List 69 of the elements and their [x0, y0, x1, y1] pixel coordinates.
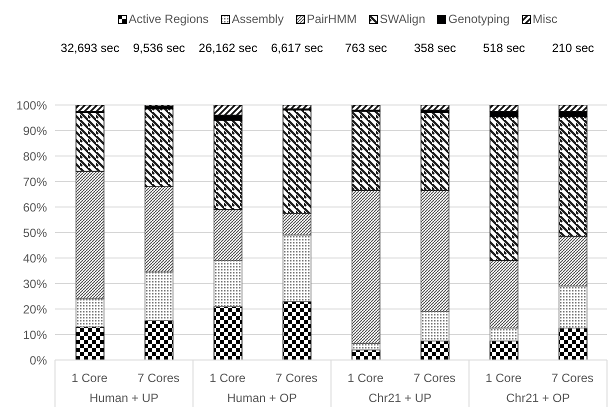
bar — [490, 116, 518, 261]
bar — [490, 105, 518, 112]
text: 210 sec — [552, 41, 594, 55]
x-tick-label: 1 Core — [485, 371, 522, 385]
x-tick-label: 7 Cores — [137, 371, 180, 385]
bar — [214, 105, 242, 116]
bar — [144, 186, 174, 272]
y-tick-label: 30% — [22, 276, 48, 291]
y-tick-label: 0% — [30, 353, 48, 368]
legend-label: SWAlign — [378, 12, 426, 26]
x-tick-label: 1 Core — [71, 371, 108, 385]
text: Human + UP — [89, 391, 159, 405]
x-tick-label: 7 Cores — [275, 371, 318, 385]
bar — [420, 112, 450, 191]
x-tick-label: 7 Cores — [413, 371, 456, 385]
bar — [558, 116, 588, 237]
y-tick-label: 100% — [16, 98, 48, 112]
bar — [420, 105, 450, 110]
text: 518 sec — [482, 41, 526, 55]
bar — [144, 272, 174, 321]
bar — [558, 286, 588, 329]
bar — [558, 105, 588, 112]
text: 9,536 sec — [132, 41, 186, 55]
bar — [76, 326, 104, 360]
bar — [352, 349, 380, 360]
legend-label: Assembly — [230, 12, 284, 26]
bar — [558, 236, 588, 286]
bar — [420, 311, 450, 342]
text: 6,617 sec — [270, 41, 324, 55]
bar — [490, 340, 518, 360]
bar — [490, 328, 518, 342]
bar — [144, 108, 174, 187]
bar — [214, 306, 242, 360]
bar — [214, 260, 242, 307]
bar — [490, 260, 518, 329]
bar — [144, 320, 174, 360]
bar — [76, 298, 104, 328]
x-tick-label: 7 Cores — [551, 371, 594, 385]
bar — [214, 120, 242, 210]
bar — [558, 328, 588, 360]
bar — [352, 190, 380, 344]
y-tick-label: 40% — [22, 251, 48, 266]
y-tick-label: 90% — [22, 124, 48, 138]
text: Human + OP — [227, 391, 297, 405]
text: 358 sec — [414, 41, 456, 55]
x-tick-label: 1 Core — [347, 371, 384, 385]
text: 26,162 sec — [198, 41, 258, 55]
legend-label: Active Regions — [128, 12, 209, 26]
text: 763 sec — [344, 41, 388, 55]
bar — [420, 190, 450, 312]
bar — [282, 212, 312, 236]
bar — [76, 170, 104, 300]
bar — [282, 300, 312, 360]
y-tick-label: 70% — [22, 174, 48, 189]
bar — [420, 340, 450, 360]
y-tick-label: 10% — [22, 328, 48, 342]
x-tick-label: 1 Core — [209, 371, 246, 385]
text: Chr21 + UP — [368, 391, 432, 405]
y-tick-label: 20% — [22, 302, 48, 316]
legend-label: Genotyping — [447, 12, 510, 26]
y-tick-label: 80% — [22, 149, 48, 164]
bar — [214, 209, 242, 261]
legend-label: Misc — [532, 12, 558, 26]
y-tick-label: 60% — [22, 200, 48, 214]
text: 32,693 sec — [60, 41, 120, 55]
y-tick-label: 50% — [22, 226, 48, 240]
text: Chr21 + OP — [506, 391, 570, 405]
bar — [282, 234, 312, 302]
legend-label: PairHMM — [306, 12, 357, 26]
